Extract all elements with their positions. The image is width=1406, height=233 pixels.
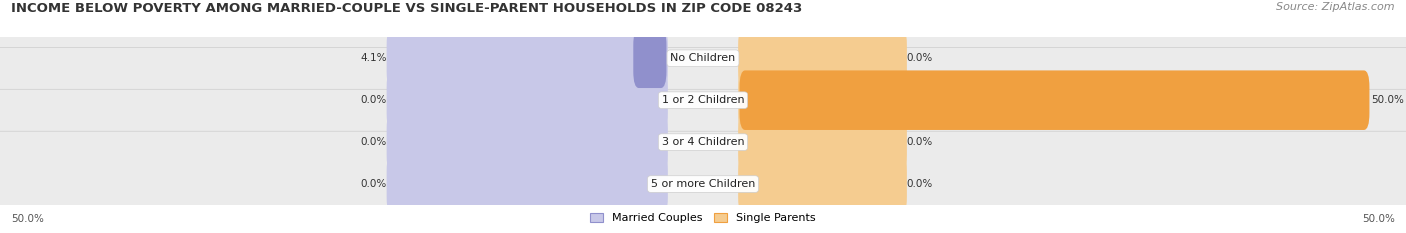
Text: 0.0%: 0.0% bbox=[907, 179, 934, 189]
Text: 4.1%: 4.1% bbox=[360, 53, 387, 63]
Text: 1 or 2 Children: 1 or 2 Children bbox=[662, 95, 744, 105]
FancyBboxPatch shape bbox=[738, 66, 907, 134]
Text: 5 or more Children: 5 or more Children bbox=[651, 179, 755, 189]
FancyBboxPatch shape bbox=[0, 5, 1406, 111]
FancyBboxPatch shape bbox=[738, 150, 907, 218]
Text: INCOME BELOW POVERTY AMONG MARRIED-COUPLE VS SINGLE-PARENT HOUSEHOLDS IN ZIP COD: INCOME BELOW POVERTY AMONG MARRIED-COUPL… bbox=[11, 2, 803, 15]
Text: 3 or 4 Children: 3 or 4 Children bbox=[662, 137, 744, 147]
FancyBboxPatch shape bbox=[738, 24, 907, 92]
Text: 50.0%: 50.0% bbox=[11, 214, 44, 224]
FancyBboxPatch shape bbox=[0, 47, 1406, 153]
Text: Source: ZipAtlas.com: Source: ZipAtlas.com bbox=[1277, 2, 1395, 12]
Text: No Children: No Children bbox=[671, 53, 735, 63]
FancyBboxPatch shape bbox=[387, 108, 668, 176]
Text: 0.0%: 0.0% bbox=[360, 179, 387, 189]
FancyBboxPatch shape bbox=[738, 108, 907, 176]
Text: 50.0%: 50.0% bbox=[1371, 95, 1403, 105]
FancyBboxPatch shape bbox=[387, 150, 668, 218]
Legend: Married Couples, Single Parents: Married Couples, Single Parents bbox=[586, 208, 820, 227]
FancyBboxPatch shape bbox=[387, 66, 668, 134]
FancyBboxPatch shape bbox=[387, 24, 668, 92]
FancyBboxPatch shape bbox=[0, 131, 1406, 233]
Text: 0.0%: 0.0% bbox=[360, 137, 387, 147]
Text: 50.0%: 50.0% bbox=[1362, 214, 1395, 224]
FancyBboxPatch shape bbox=[633, 28, 666, 88]
FancyBboxPatch shape bbox=[0, 89, 1406, 195]
FancyBboxPatch shape bbox=[740, 70, 1369, 130]
Text: 0.0%: 0.0% bbox=[907, 53, 934, 63]
Text: 0.0%: 0.0% bbox=[360, 95, 387, 105]
Text: 0.0%: 0.0% bbox=[907, 137, 934, 147]
